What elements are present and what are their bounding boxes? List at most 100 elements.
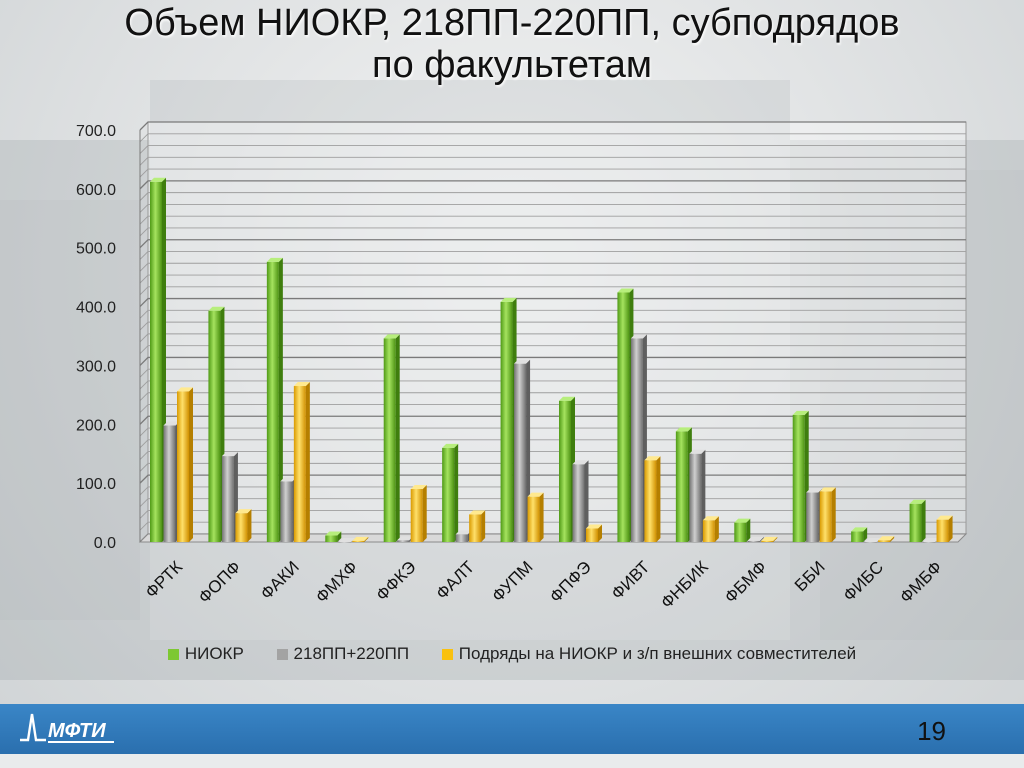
bar-subcontract	[702, 516, 719, 542]
gridline	[139, 427, 966, 437]
gridline	[139, 203, 966, 213]
bar-subcontract	[469, 510, 486, 542]
gridline	[139, 145, 966, 154]
gridline	[139, 239, 966, 249]
bar-218pp	[572, 460, 589, 542]
gridline	[139, 380, 966, 390]
bar-subcontract	[586, 524, 602, 542]
gridline	[139, 356, 966, 366]
gridline	[139, 297, 966, 308]
chart-floor	[138, 533, 968, 543]
gridline	[139, 404, 966, 413]
x-category-label: ФРТК	[142, 557, 186, 601]
y-tick-label: 600.0	[76, 182, 116, 199]
gridline	[139, 121, 966, 131]
bar-subcontract	[644, 456, 661, 542]
x-category-label: ФАКИ	[257, 557, 303, 603]
bar-niokr	[266, 257, 283, 542]
footer-bottom-strip	[0, 754, 1024, 768]
gridline	[139, 274, 966, 284]
y-tick-label: 500.0	[76, 241, 116, 258]
gridline	[139, 321, 966, 331]
bar-218pp	[747, 536, 764, 542]
chart-legend: НИОКР 218ПП+220ПП Подряды на НИОКР и з/п…	[0, 644, 1024, 664]
footer-bar	[0, 704, 1024, 754]
bar-218pp	[864, 538, 881, 543]
bar-subcontract	[352, 536, 369, 542]
x-category-label: ФБМФ	[721, 557, 770, 606]
mipt-logo: МФТИ	[20, 713, 114, 743]
legend-label-218pp: 218ПП+220ПП	[293, 644, 410, 663]
legend-label-niokr: НИОКР	[184, 644, 244, 663]
gridline	[139, 345, 966, 354]
chart-grid	[138, 121, 968, 543]
gridline	[139, 215, 966, 225]
gridline	[139, 168, 966, 178]
gridline	[139, 133, 966, 143]
gridline	[139, 262, 966, 272]
x-category-label: ББИ	[791, 557, 829, 595]
y-tick-label: 200.0	[76, 417, 116, 434]
bar-subcontract	[177, 387, 193, 542]
bar-niokr	[442, 443, 459, 542]
y-tick-label: 400.0	[76, 300, 116, 317]
x-category-label: ФФКЭ	[372, 557, 419, 604]
bar-subcontract	[819, 487, 836, 542]
gridline	[139, 180, 966, 190]
gridline	[139, 309, 966, 319]
x-category-label: ФИБС	[840, 557, 888, 605]
gridline	[139, 286, 966, 296]
x-category-label: ФУПМ	[488, 557, 536, 605]
x-category-label: ФИВТ	[608, 557, 654, 603]
gridline	[139, 333, 966, 343]
gridline	[139, 439, 966, 449]
gridline	[139, 415, 966, 425]
chart-bars	[150, 177, 953, 543]
x-category-label: ФОПФ	[195, 557, 245, 607]
logo-text: МФТИ	[48, 720, 106, 742]
title-line-1: Объем НИОКР, 218ПП-220ПП, субподрядов	[124, 2, 900, 44]
gridline	[139, 392, 966, 402]
x-category-label: ФМХФ	[312, 557, 361, 606]
bar-subcontract	[936, 515, 953, 542]
bar-subcontract	[235, 509, 252, 542]
legend-swatch-subcontract	[441, 649, 453, 661]
y-tick-label: 300.0	[76, 358, 116, 375]
bar-niokr	[851, 527, 868, 542]
bar-chart: 0.0 100.0 200.0 300.0 400.0 500.0 600.0 700.0 ФР…	[76, 121, 968, 612]
logo-pulse-icon	[20, 713, 46, 742]
bar-subcontract	[761, 536, 778, 542]
bar-subcontract	[527, 492, 544, 542]
legend-swatch-218pp	[276, 649, 288, 661]
bar-subcontract	[878, 536, 895, 542]
slide-title: Объем НИОКР, 218ПП-220ПП, субподрядов по…	[0, 2, 1024, 86]
legend-item-niokr: НИОКР	[167, 644, 244, 664]
y-tick-label: 700.0	[76, 123, 116, 140]
y-tick-label: 0.0	[94, 535, 116, 552]
gridline	[139, 368, 966, 378]
x-category-label: ФАЛТ	[432, 557, 478, 603]
chart-back-wall	[147, 121, 967, 535]
gridline	[139, 251, 966, 260]
x-category-label: ФНБИК	[657, 557, 712, 612]
gridline	[139, 227, 966, 237]
bar-subcontract	[293, 382, 310, 542]
x-category-label: ФПФЭ	[546, 557, 595, 606]
legend-label-subcontract: Подряды на НИОКР и з/п внешних совместит…	[458, 644, 857, 663]
page-number: 19	[917, 716, 946, 746]
bar-niokr	[909, 499, 926, 542]
bar-218pp	[689, 449, 706, 542]
y-tick-label: 100.0	[76, 476, 116, 493]
legend-item-subcontract: Подряды на НИОКР и з/п внешних совместит…	[441, 644, 857, 664]
bar-218pp	[338, 538, 355, 543]
bar-subcontract	[410, 485, 427, 542]
legend-swatch-niokr	[167, 649, 179, 661]
title-line-2: по факультетам	[372, 44, 652, 86]
bar-niokr	[734, 518, 751, 542]
gridline	[139, 156, 966, 166]
bar-niokr	[325, 531, 342, 542]
bar-niokr	[383, 334, 400, 542]
x-category-label: ФМБФ	[896, 557, 945, 606]
legend-item-218pp: 218ПП+220ПП	[276, 644, 410, 664]
bar-218pp	[923, 538, 940, 543]
